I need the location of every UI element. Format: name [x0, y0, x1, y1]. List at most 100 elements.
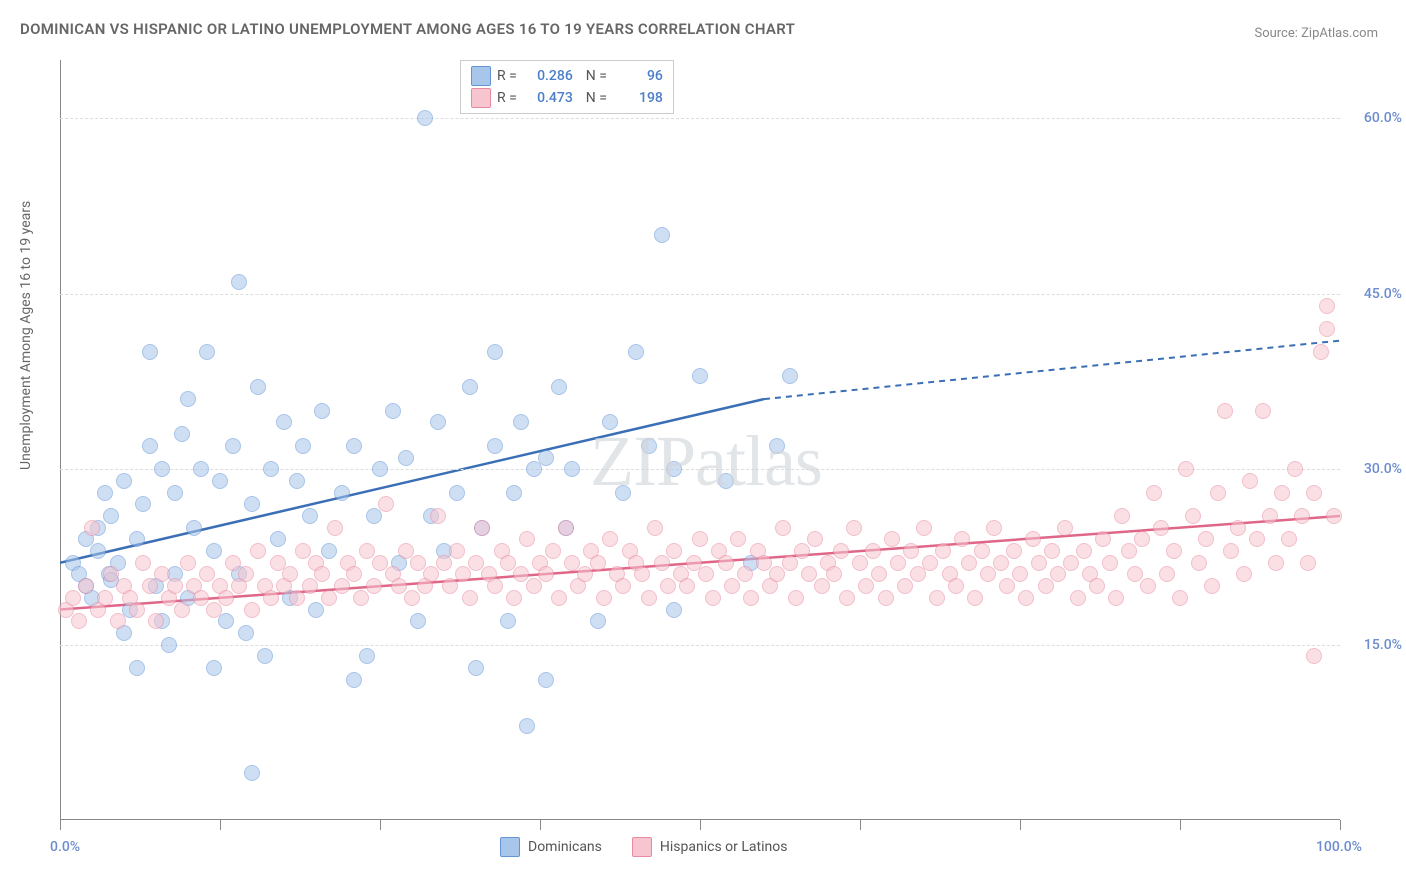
legend-stats: R = 0.286 N = 96 R = 0.473 N = 198	[460, 60, 674, 114]
x-tick	[700, 820, 701, 830]
legend-r-value-1: 0.473	[523, 90, 573, 106]
scatter-point	[506, 485, 522, 501]
scatter-point	[1146, 485, 1162, 501]
scatter-point	[359, 648, 375, 664]
scatter-point	[500, 555, 516, 571]
scatter-point	[500, 613, 516, 629]
scatter-point	[1223, 543, 1239, 559]
scatter-point	[154, 566, 170, 582]
scatter-point	[935, 543, 951, 559]
scatter-point	[263, 590, 279, 606]
scatter-point	[468, 555, 484, 571]
scatter-point	[1166, 543, 1182, 559]
y-axis-label: Unemployment Among Ages 16 to 19 years	[18, 201, 34, 470]
scatter-point	[346, 672, 362, 688]
scatter-point	[455, 566, 471, 582]
scatter-point	[1217, 403, 1233, 419]
scatter-point	[1242, 473, 1258, 489]
scatter-point	[372, 555, 388, 571]
scatter-point	[1114, 508, 1130, 524]
scatter-point	[526, 578, 542, 594]
legend-n-label: N =	[579, 90, 607, 106]
scatter-point	[1326, 508, 1342, 524]
scatter-point	[417, 110, 433, 126]
legend-stats-row: R = 0.473 N = 198	[471, 87, 663, 109]
legend-swatch-blue	[471, 66, 491, 86]
legend-n-value-0: 96	[613, 68, 663, 84]
scatter-point	[846, 520, 862, 536]
scatter-point	[903, 543, 919, 559]
scatter-point	[513, 414, 529, 430]
scatter-point	[423, 566, 439, 582]
scatter-point	[596, 590, 612, 606]
y-tick-label: 30.0%	[1364, 461, 1402, 477]
scatter-point	[1025, 531, 1041, 547]
scatter-point	[858, 578, 874, 594]
scatter-point	[628, 344, 644, 360]
watermark: ZIPatlas	[590, 420, 822, 503]
legend-series: Dominicans Hispanics or Latinos	[500, 837, 787, 857]
scatter-point	[1191, 555, 1207, 571]
scatter-point	[487, 438, 503, 454]
scatter-point	[788, 590, 804, 606]
scatter-point	[449, 485, 465, 501]
scatter-point	[929, 590, 945, 606]
scatter-point	[430, 508, 446, 524]
scatter-point	[225, 555, 241, 571]
scatter-point	[378, 496, 394, 512]
x-tick	[1180, 820, 1181, 830]
scatter-point	[1095, 531, 1111, 547]
scatter-point	[654, 227, 670, 243]
scatter-point	[65, 590, 81, 606]
scatter-point	[78, 578, 94, 594]
scatter-point	[244, 765, 260, 781]
scatter-point	[1070, 590, 1086, 606]
scatter-point	[346, 438, 362, 454]
y-axis-line	[60, 60, 61, 820]
scatter-point	[327, 520, 343, 536]
scatter-point	[206, 543, 222, 559]
scatter-point	[487, 578, 503, 594]
scatter-point	[468, 660, 484, 676]
scatter-point	[225, 438, 241, 454]
scatter-point	[410, 613, 426, 629]
scatter-point	[321, 590, 337, 606]
scatter-point	[372, 461, 388, 477]
scatter-point	[852, 555, 868, 571]
scatter-point	[986, 520, 1002, 536]
y-tick-label: 15.0%	[1364, 637, 1402, 653]
legend-r-label: R =	[497, 68, 517, 84]
scatter-point	[1121, 543, 1137, 559]
source-attribution: Source: ZipAtlas.com	[1254, 26, 1378, 41]
scatter-point	[737, 566, 753, 582]
scatter-point	[1287, 461, 1303, 477]
scatter-point	[506, 590, 522, 606]
scatter-point	[199, 344, 215, 360]
scatter-point	[103, 566, 119, 582]
scatter-point	[730, 531, 746, 547]
scatter-point	[103, 508, 119, 524]
scatter-point	[615, 578, 631, 594]
scatter-point	[1127, 566, 1143, 582]
scatter-point	[116, 473, 132, 489]
scatter-point	[826, 566, 842, 582]
scatter-point	[782, 368, 798, 384]
scatter-point	[833, 543, 849, 559]
scatter-point	[1153, 520, 1169, 536]
scatter-point	[922, 555, 938, 571]
scatter-point	[718, 555, 734, 571]
scatter-point	[974, 543, 990, 559]
chart-title: DOMINICAN VS HISPANIC OR LATINO UNEMPLOY…	[20, 20, 795, 38]
scatter-point	[1198, 531, 1214, 547]
scatter-point	[129, 660, 145, 676]
scatter-point	[302, 508, 318, 524]
scatter-point	[1076, 543, 1092, 559]
scatter-point	[916, 520, 932, 536]
scatter-point	[263, 461, 279, 477]
scatter-point	[193, 461, 209, 477]
scatter-point	[385, 403, 401, 419]
scatter-point	[839, 590, 855, 606]
scatter-point	[526, 461, 542, 477]
scatter-point	[1281, 531, 1297, 547]
scatter-point	[1102, 555, 1118, 571]
